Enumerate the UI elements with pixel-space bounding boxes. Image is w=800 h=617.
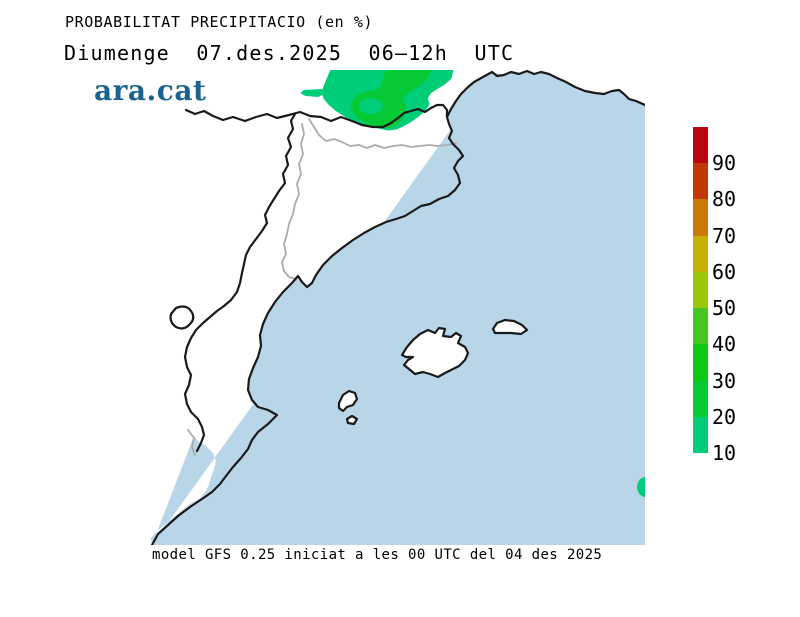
country-borders (169, 103, 449, 453)
legend-labels: 90 80 70 60 50 40 30 20 10 (712, 127, 758, 467)
valid-time-subtitle: Diumenge 07.des.2025 06–12h UTC (64, 41, 515, 65)
coastline (150, 70, 494, 547)
legend-label: 40 (712, 332, 737, 357)
legend-label: 50 (712, 296, 737, 321)
legend-label: 60 (712, 259, 737, 284)
weather-map (148, 68, 655, 547)
enclave-boundary (169, 305, 195, 330)
legend-label: 30 (712, 368, 737, 393)
menorca-island (491, 318, 529, 336)
legend-swatch (693, 271, 708, 309)
legend-swatch (693, 163, 708, 200)
formentera-island (345, 414, 359, 426)
legend-swatch (693, 127, 708, 164)
model-caption: model GFS 0.25 iniciat a les 00 UTC del … (152, 547, 603, 563)
precip-core-hole (359, 98, 383, 114)
legend-swatch (693, 344, 708, 381)
legend-label: 20 (712, 404, 737, 429)
province-boundaries (187, 118, 457, 456)
legend-swatch (693, 380, 708, 417)
legend-colorbar (693, 127, 708, 453)
map-canvas (150, 68, 655, 547)
legend-label: 10 (712, 441, 737, 465)
precip-dash-west (301, 89, 325, 97)
legend-swatch (693, 199, 708, 236)
legend-label: 70 (712, 223, 737, 248)
ibiza-island (337, 389, 359, 413)
balearic-islands (337, 318, 529, 426)
mallorca-island (400, 326, 470, 379)
sea-area (151, 71, 645, 545)
legend-label: 90 (712, 151, 737, 176)
page-title: PROBABILITAT PRECIPITACIO (en %) (65, 13, 374, 31)
community-boundary (183, 112, 297, 453)
legend-swatch (693, 235, 708, 272)
legend-swatch (693, 416, 708, 453)
legend-swatch (693, 308, 708, 345)
french-coastline (490, 69, 647, 107)
pyrenees-border (184, 103, 449, 129)
ara-cat-logo: ara.cat (94, 74, 207, 107)
legend-label: 80 (712, 187, 737, 212)
